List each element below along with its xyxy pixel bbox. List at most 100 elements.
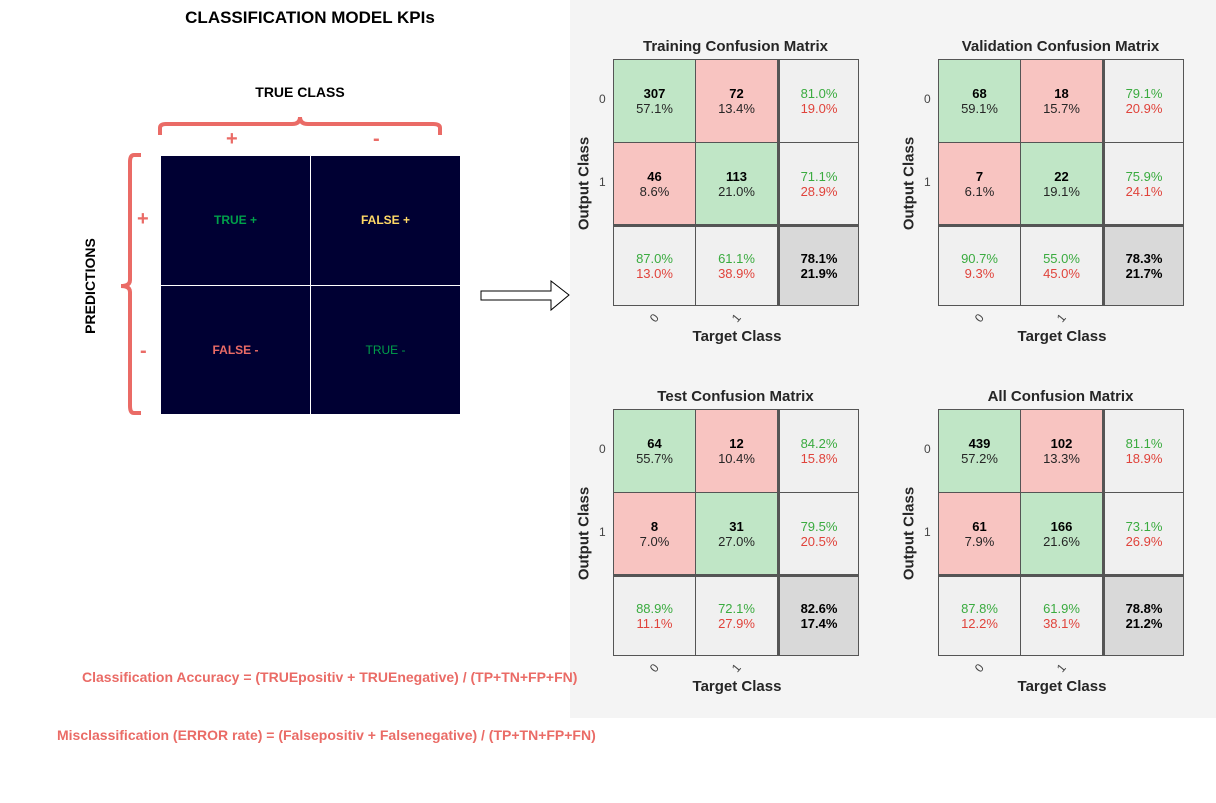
- cell-count: 18: [1054, 86, 1069, 101]
- cell-percent: 15.7%: [1043, 101, 1080, 116]
- row-tick: 0: [599, 92, 606, 106]
- correct-rate: 79.5%: [800, 518, 838, 534]
- correct-rate: 81.1%: [1125, 436, 1163, 451]
- col-sign-minus: -: [373, 128, 380, 150]
- divider: [161, 285, 460, 286]
- row-tick: 0: [599, 442, 606, 456]
- cell-count: 113: [726, 168, 747, 184]
- error-rate: 38.1%: [1043, 616, 1080, 631]
- correct-rate: 71.1%: [800, 168, 838, 184]
- correct-rate: 61.9%: [1043, 601, 1080, 616]
- error-rate: 12.2%: [961, 616, 998, 631]
- cell-percent: 27.0%: [718, 533, 755, 549]
- row-tick: 0: [924, 442, 931, 456]
- overall-cell: 78.8% 21.2%: [1102, 574, 1184, 656]
- false-positive-cell: FALSE +: [360, 213, 410, 227]
- cell-percent: 7.9%: [964, 533, 995, 549]
- correct-rate: 81.0%: [800, 86, 838, 101]
- row-summary-cell: 81.0% 19.0%: [777, 59, 859, 143]
- true-negative-cell: TRUE -: [365, 343, 406, 357]
- row-summary-cell: 84.2% 15.8%: [777, 409, 859, 493]
- x-axis-label: Target Class: [1017, 678, 1107, 695]
- correct-rate: 88.9%: [636, 601, 673, 616]
- arrow-right-icon: [480, 279, 570, 312]
- cell-count: 7: [975, 168, 984, 184]
- incorrect-cell: 7 6.1%: [938, 142, 1021, 225]
- cell-count: 102: [1050, 436, 1073, 451]
- incorrect-cell: 12 10.4%: [695, 409, 778, 493]
- correct-rate: 90.7%: [961, 251, 998, 266]
- correct-cell: 22 19.1%: [1020, 142, 1103, 225]
- incorrect-cell: 102 13.3%: [1020, 409, 1103, 493]
- error-rate: 18.9%: [1125, 451, 1163, 466]
- cell-count: 166: [1050, 518, 1073, 534]
- row-summary-cell: 81.1% 18.9%: [1102, 409, 1184, 493]
- overall-error: 21.7%: [1125, 266, 1163, 281]
- cell-count: 31: [729, 518, 744, 534]
- error-rate: 24.1%: [1125, 183, 1163, 199]
- incorrect-cell: 61 7.9%: [938, 492, 1021, 575]
- confusion-matrix: 68 59.1% 18 15.7% 79.1% 20.9% 7 6.1% 22 19.1% 75.9…: [938, 59, 1184, 306]
- col-summary-cell: 87.0% 13.0%: [613, 224, 696, 306]
- cell-count: 439: [968, 436, 991, 451]
- accuracy-formula: Classification Accuracy = (TRUEpositiv +…: [82, 669, 578, 685]
- correct-rate: 61.1%: [718, 251, 755, 266]
- error-rate: 20.5%: [800, 533, 838, 549]
- cell-percent: 13.3%: [1043, 451, 1080, 466]
- braces: [120, 116, 570, 415]
- correct-cell: 68 59.1%: [938, 59, 1021, 143]
- top-brace: [158, 116, 442, 135]
- cell-percent: 55.7%: [636, 451, 673, 466]
- cell-count: 68: [972, 86, 987, 101]
- cell-percent: 21.6%: [1043, 533, 1080, 549]
- page-title: CLASSIFICATION MODEL KPIs: [185, 8, 435, 27]
- confusion-matrix: 64 55.7% 12 10.4% 84.2% 15.8% 8 7.0% 31 27.0% 79.5…: [613, 409, 859, 656]
- row-summary-cell: 71.1% 28.9%: [777, 142, 859, 225]
- correct-cell: 113 21.0%: [695, 142, 778, 225]
- left-brace: [120, 153, 141, 415]
- matrix-title: Test Confusion Matrix: [657, 388, 814, 405]
- overall-error: 21.2%: [1125, 616, 1163, 631]
- row-tick: 1: [924, 525, 931, 539]
- overall-error: 21.9%: [800, 266, 838, 281]
- matrix-title: All Confusion Matrix: [987, 388, 1134, 405]
- correct-rate: 87.0%: [636, 251, 673, 266]
- cell-percent: 6.1%: [964, 183, 995, 199]
- cell-percent: 21.0%: [718, 183, 755, 199]
- overall-cell: 78.3% 21.7%: [1102, 224, 1184, 306]
- error-rate: 13.0%: [636, 266, 673, 281]
- true-positive-cell: TRUE +: [213, 213, 257, 227]
- correct-cell: 166 21.6%: [1020, 492, 1103, 575]
- row-summary-cell: 75.9% 24.1%: [1102, 142, 1184, 225]
- row-summary-cell: 79.1% 20.9%: [1102, 59, 1184, 143]
- cell-percent: 13.4%: [718, 101, 755, 116]
- overall-accuracy: 78.3%: [1125, 251, 1163, 266]
- row-tick: 1: [599, 175, 606, 189]
- row-sign-minus: -: [140, 340, 147, 362]
- col-summary-cell: 87.8% 12.2%: [938, 574, 1021, 656]
- error-rate: 15.8%: [800, 451, 838, 466]
- error-rate: 28.9%: [800, 183, 838, 199]
- cell-count: 8: [650, 518, 659, 534]
- cell-percent: 57.1%: [636, 101, 673, 116]
- correct-rate: 72.1%: [718, 601, 755, 616]
- overall-accuracy: 82.6%: [800, 601, 838, 616]
- y-axis-label: Output Class: [900, 136, 918, 231]
- x-axis-label: Target Class: [692, 328, 782, 345]
- confusion-matrix: 307 57.1% 72 13.4% 81.0% 19.0% 46 8.6% 113 21.0% 7…: [613, 59, 859, 306]
- row-tick: 1: [599, 525, 606, 539]
- cell-percent: 59.1%: [961, 101, 998, 116]
- cell-count: 72: [729, 86, 744, 101]
- col-summary-cell: 61.9% 38.1%: [1020, 574, 1103, 656]
- col-summary-cell: 61.1% 38.9%: [695, 224, 778, 306]
- row-sign-plus: +: [137, 208, 149, 230]
- matrix-title: Validation Confusion Matrix: [961, 38, 1160, 55]
- correct-rate: 75.9%: [1125, 168, 1163, 184]
- true-class-label: TRUE CLASS: [255, 84, 345, 100]
- correct-rate: 84.2%: [800, 436, 838, 451]
- incorrect-cell: 18 15.7%: [1020, 59, 1103, 143]
- cell-percent: 57.2%: [961, 451, 998, 466]
- cell-percent: 8.6%: [639, 183, 670, 199]
- correct-cell: 64 55.7%: [613, 409, 696, 493]
- overall-cell: 82.6% 17.4%: [777, 574, 859, 656]
